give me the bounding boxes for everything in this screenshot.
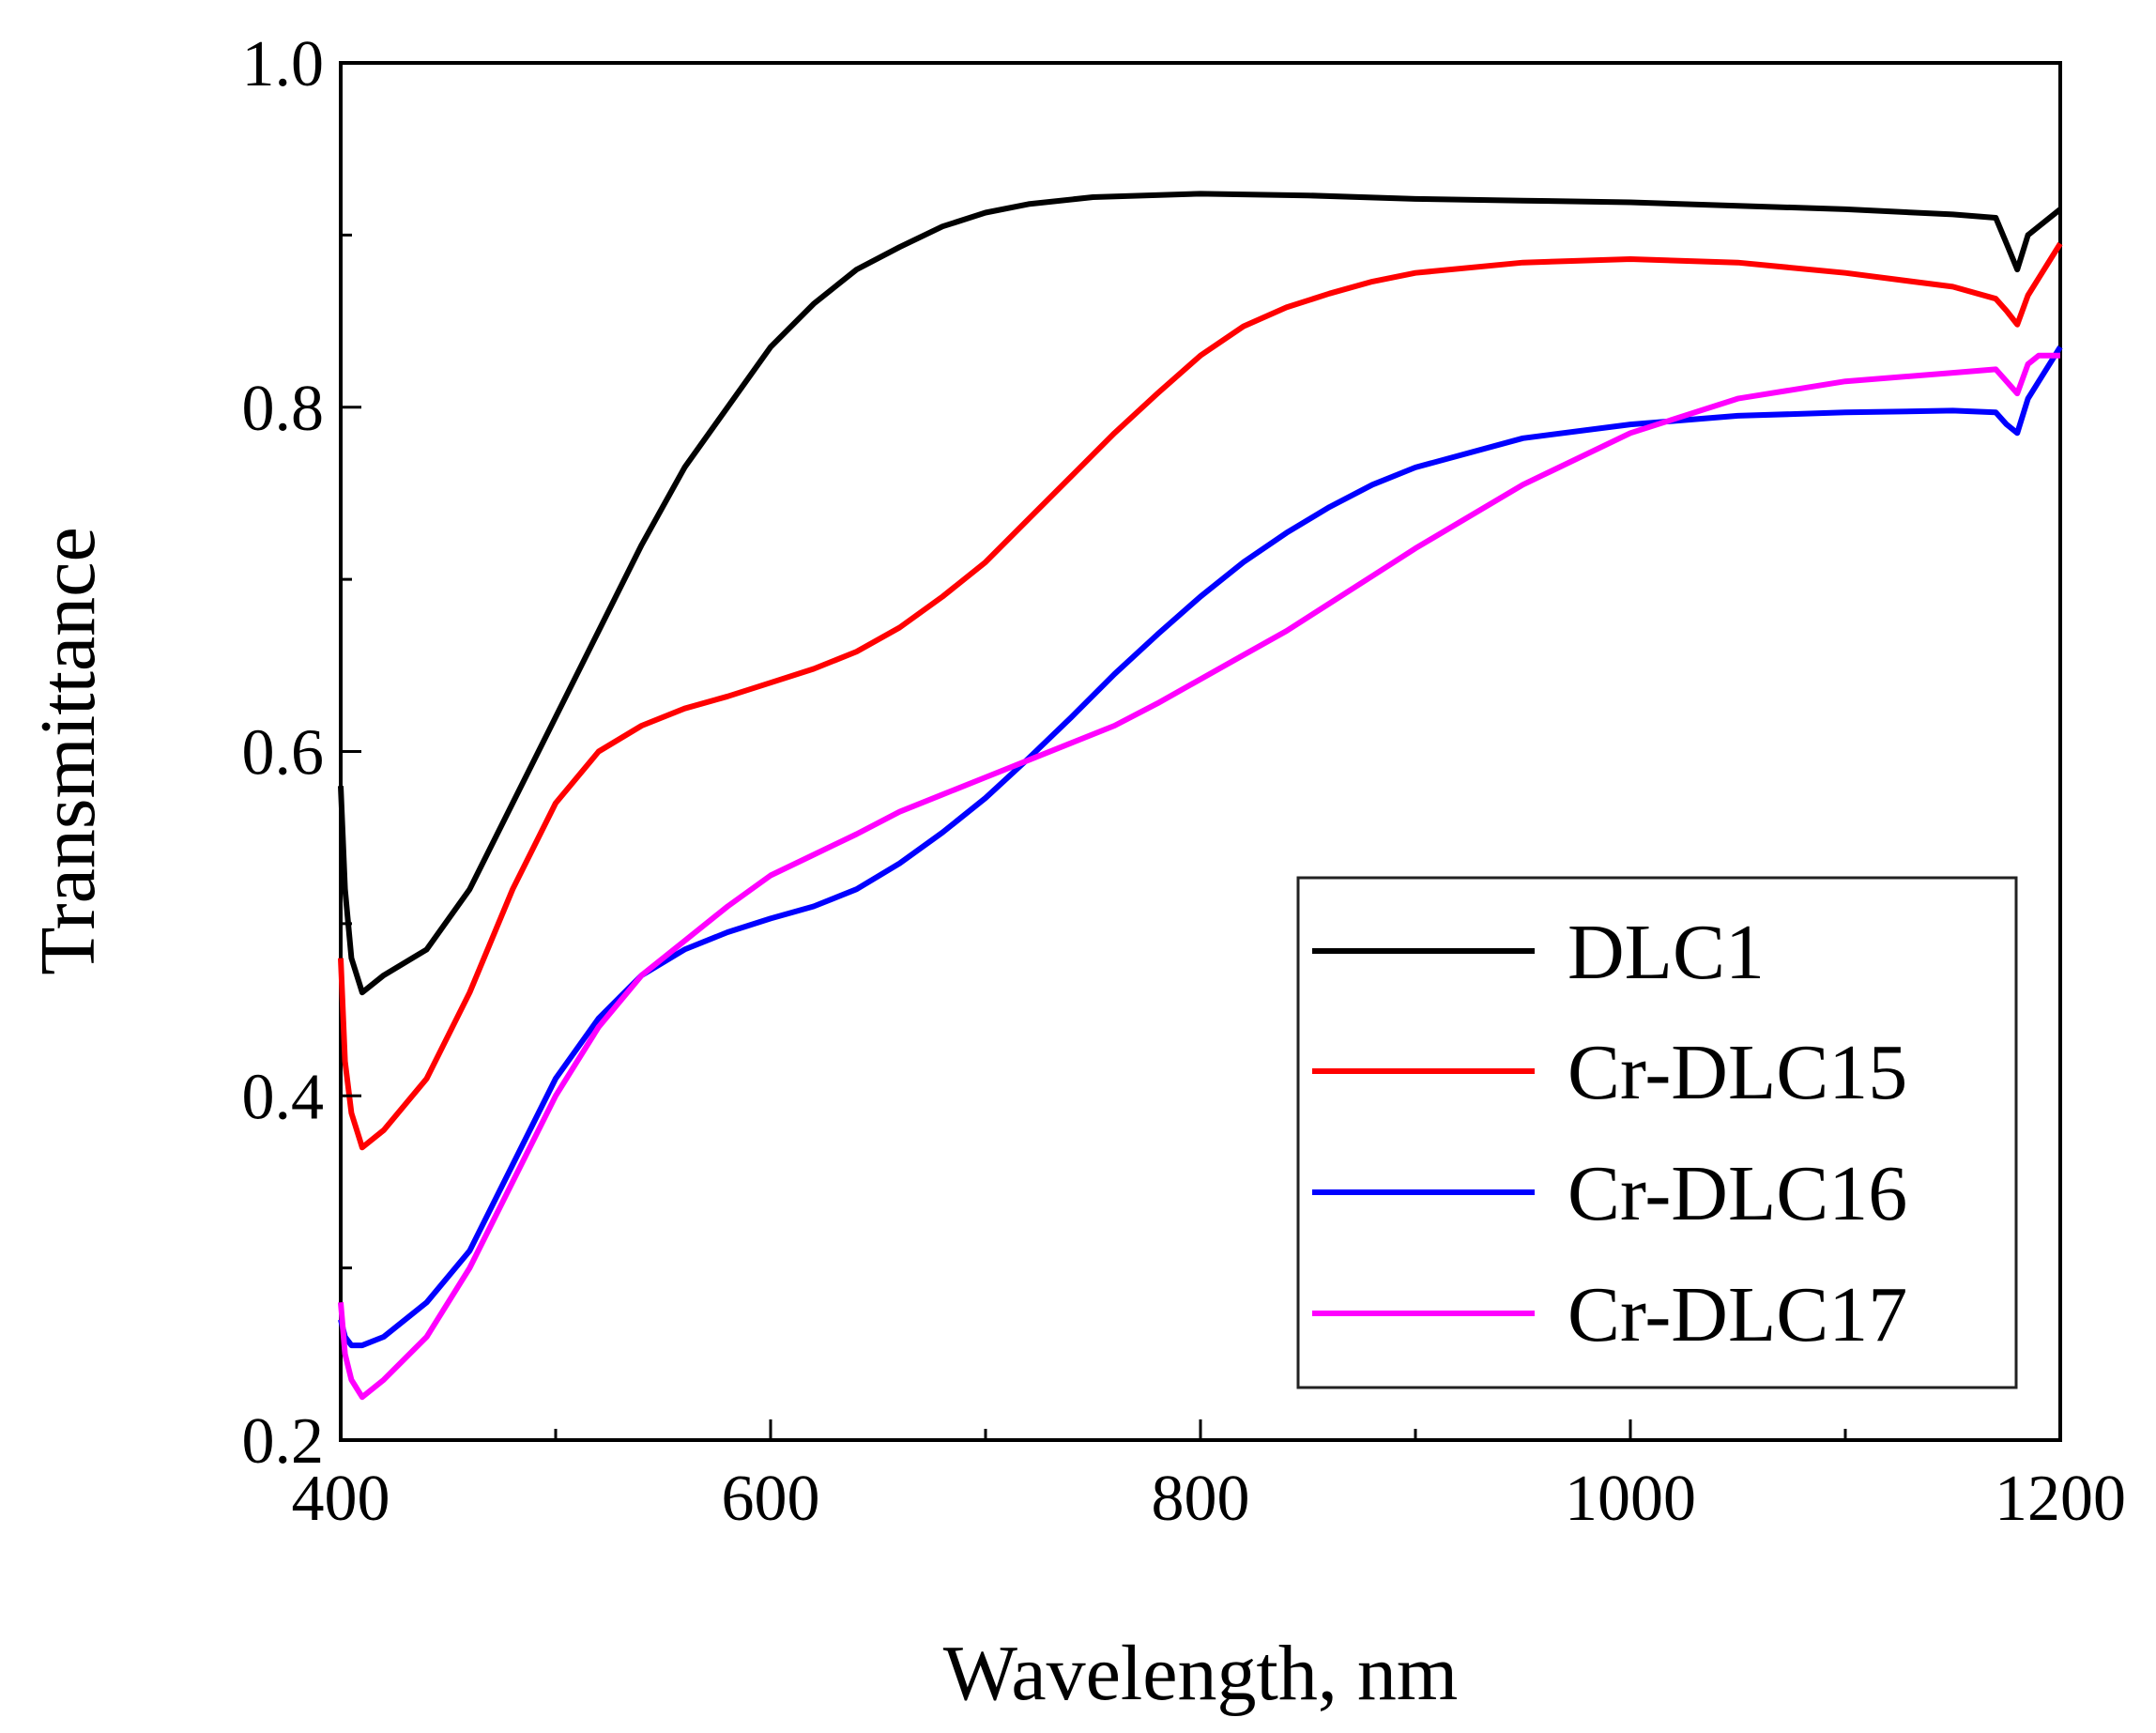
legend-label-dlc1: DLC1 <box>1567 909 1765 996</box>
x-tick-label: 400 <box>292 1463 390 1535</box>
y-tick-label: 0.6 <box>242 717 325 790</box>
x-tick-label: 600 <box>722 1463 820 1535</box>
y-tick-label: 0.4 <box>242 1061 325 1133</box>
y-tick-label: 1.0 <box>242 28 325 100</box>
y-tick-label: 0.2 <box>242 1405 325 1478</box>
legend-label-cr-dlc17: Cr-DLC17 <box>1567 1271 1907 1358</box>
legend-label-cr-dlc16: Cr-DLC16 <box>1567 1150 1907 1237</box>
series-line-cr-dlc17 <box>338 352 2060 1401</box>
y-axis-title: Transmittance <box>24 527 112 975</box>
y-tick-label: 0.8 <box>242 373 325 445</box>
series-layer <box>338 191 2063 1401</box>
x-tick-label: 1000 <box>1565 1463 1696 1535</box>
legend: DLC1 Cr-DLC15 Cr-DLC16 Cr-DLC17 <box>1296 876 2018 1389</box>
legend-box <box>1296 876 2018 1389</box>
y-axis-tick-labels: 0.2 0.4 0.6 0.8 1.0 <box>242 28 325 1478</box>
series-line-dlc1 <box>338 191 2062 996</box>
series-line-cr-dlc15 <box>338 241 2063 1151</box>
x-axis-ticks <box>339 1419 2062 1440</box>
x-tick-label: 800 <box>1152 1463 1250 1535</box>
series-line-cr-dlc16 <box>338 345 2063 1349</box>
x-tick-label: 1200 <box>1995 1463 2126 1535</box>
x-axis-tick-labels: 400 600 800 1000 1200 <box>292 1463 2127 1535</box>
plot-area <box>338 61 2063 1442</box>
y-axis-ticks <box>341 61 361 1442</box>
legend-label-cr-dlc15: Cr-DLC15 <box>1567 1029 1907 1116</box>
x-axis-title: Wavelength, nm <box>943 1630 1458 1717</box>
